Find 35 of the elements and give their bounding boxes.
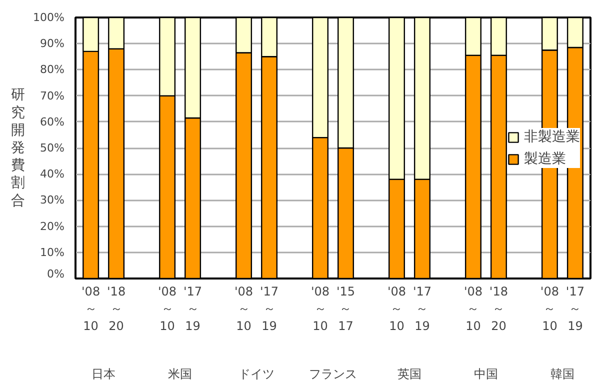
legend-label: 非製造業 [524,128,580,146]
text: 日本 [92,367,116,382]
x-tick-label: '18～20 [489,284,508,333]
x-tick-label: '17～19 [183,284,202,333]
x-tick-label: '08～10 [158,284,177,333]
y-tick-label: 90% [40,37,65,50]
text: 中国 [474,367,498,382]
y-tick-label: 10% [40,246,65,259]
y-tick-label: 20% [40,220,65,233]
text: 英国 [397,367,422,382]
text: 韓国 [550,367,574,382]
x-tick-label: '15～17 [336,284,356,333]
y-axis-title: 研究開発費割合 [11,87,26,209]
x-tick-label: '18～20 [107,284,126,333]
x-tick-label: '08～10 [540,284,559,333]
x-tick-label: '08～10 [464,284,483,333]
x-tick-label: '17～19 [412,284,432,333]
y-tick-label: 100% [33,11,65,24]
text: フランス [309,367,357,382]
x-tick-label: '08～10 [82,284,100,333]
x-tick-label: '17～19 [566,284,584,333]
legend-label: 製造業 [524,150,566,168]
y-tick-label: 30% [40,194,65,207]
x-tick-label: '17～19 [260,284,279,333]
x-tick-label: '08～10 [387,284,406,333]
text: 米国 [168,367,192,382]
y-tick-label: 80% [40,63,65,76]
x-tick-label: '08～10 [310,284,330,333]
y-tick-label: 70% [40,89,65,102]
text: ドイツ [238,367,275,382]
y-tick-label: 50% [40,142,65,154]
y-tick-label: 40% [40,168,65,181]
y-tick-label: 60% [40,115,65,128]
x-tick-label: '08～10 [234,284,254,333]
y-tick-label: 0% [47,268,64,280]
